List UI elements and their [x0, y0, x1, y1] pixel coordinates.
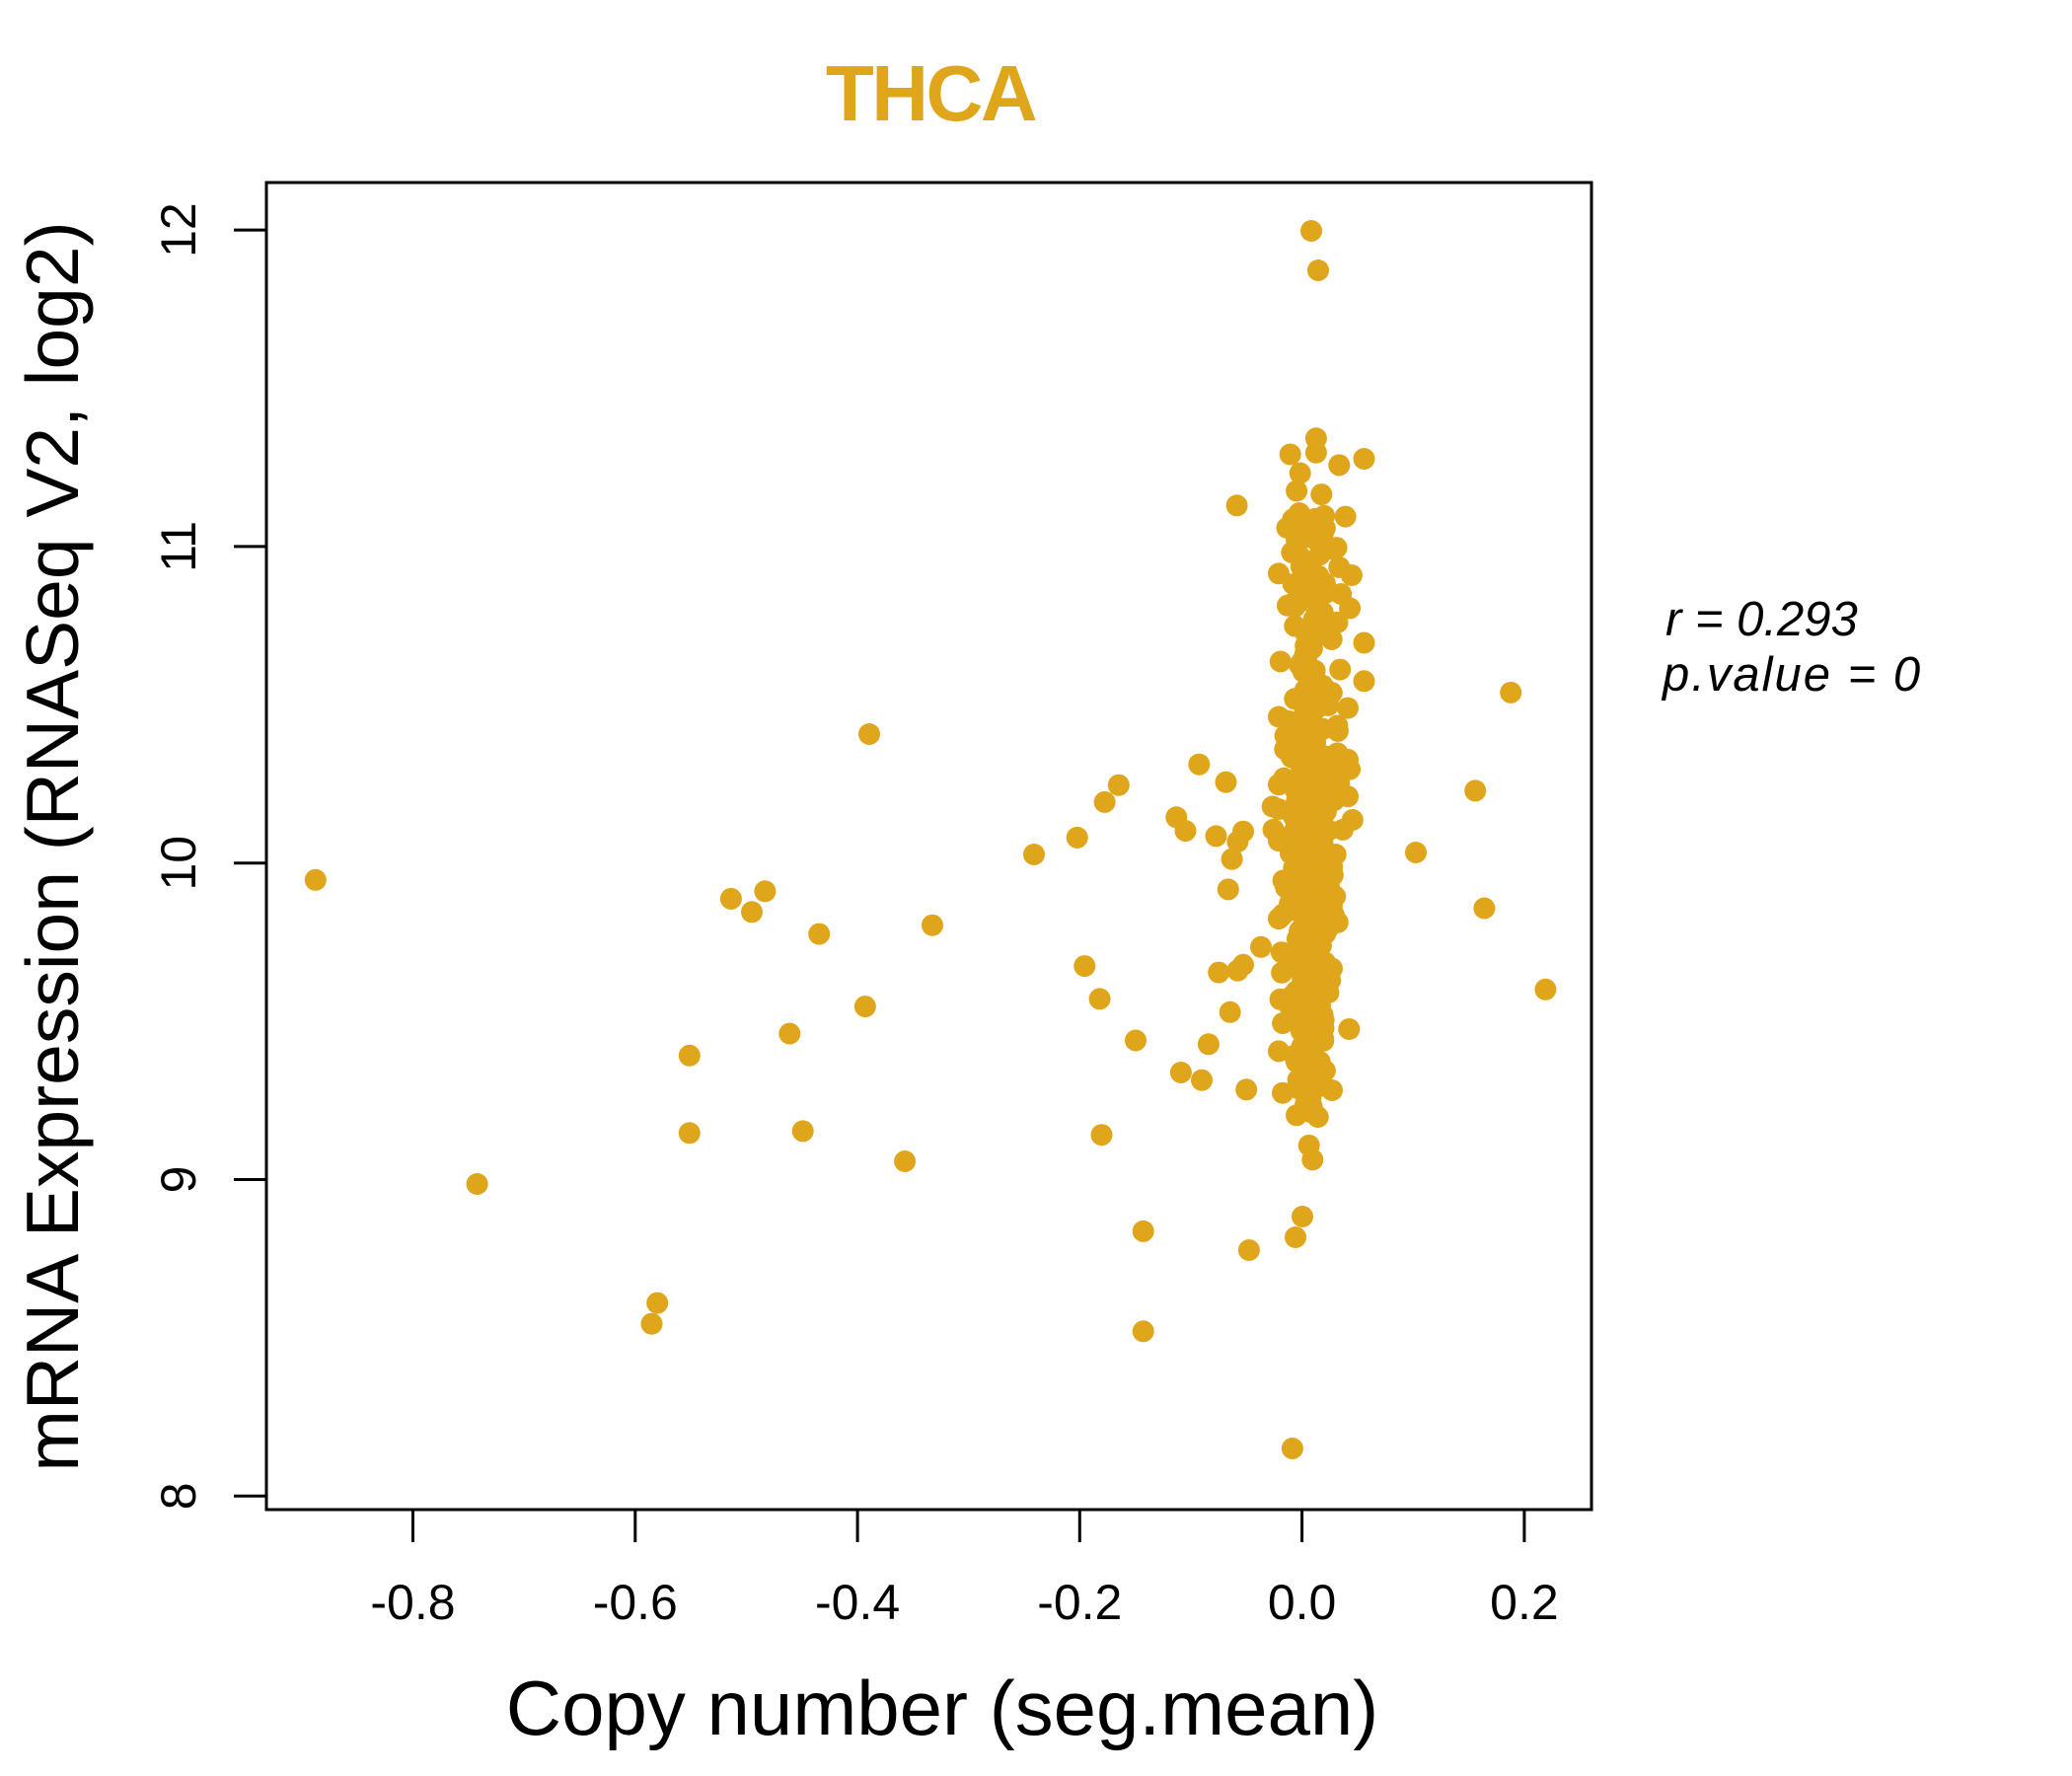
svg-text:0.0: 0.0: [1268, 1575, 1337, 1630]
svg-text:11: 11: [151, 521, 206, 572]
svg-text:Copy number (seg.mean): Copy number (seg.mean): [506, 1665, 1378, 1751]
svg-text:-0.6: -0.6: [593, 1575, 678, 1630]
svg-text:8: 8: [151, 1482, 206, 1510]
svg-text:10: 10: [151, 836, 206, 891]
svg-text:12: 12: [151, 202, 206, 258]
svg-text:THCA: THCA: [826, 49, 1036, 137]
svg-text:9: 9: [151, 1166, 206, 1194]
svg-text:r = 0.293: r = 0.293: [1665, 593, 1858, 646]
svg-text:mRNA Expression (RNASeq V2, lo: mRNA Expression (RNASeq V2, log2): [11, 221, 94, 1471]
svg-text:-0.2: -0.2: [1037, 1575, 1122, 1630]
svg-text:0.2: 0.2: [1490, 1575, 1559, 1630]
svg-text:-0.4: -0.4: [815, 1575, 900, 1630]
svg-text:p.value = 0: p.value = 0: [1661, 648, 1922, 702]
svg-text:-0.8: -0.8: [370, 1575, 455, 1630]
